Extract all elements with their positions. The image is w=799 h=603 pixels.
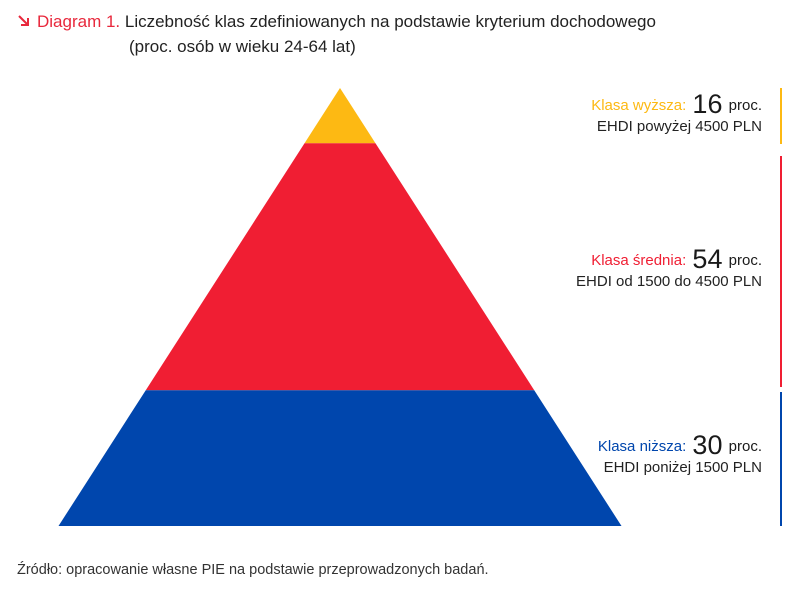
chart-header: Diagram 1. Liczebność klas zdefiniowanyc… <box>17 10 787 60</box>
legend-bar-upper <box>780 88 782 144</box>
pyramid-segment-upper <box>304 88 376 144</box>
legend-bar-middle <box>780 156 782 387</box>
diagram-label: Diagram 1. <box>37 12 121 31</box>
pyramid-segment-lower <box>58 390 622 526</box>
source-note: Źródło: opracowanie własne PIE na podsta… <box>17 562 489 578</box>
arrow-down-right-icon <box>18 15 29 27</box>
value-lower: 30 <box>692 430 723 460</box>
annotation-middle-class: Klasa średnia: 54 proc. EHDI od 1500 do … <box>576 246 762 291</box>
class-name-upper: Klasa wyższa: <box>591 97 687 114</box>
annotation-upper-class: Klasa wyższa: 16 proc. EHDI powyżej 4500… <box>591 91 762 136</box>
value-upper: 16 <box>692 89 723 119</box>
description-middle: EHDI od 1500 do 4500 PLN <box>576 273 762 290</box>
unit-upper: proc. <box>728 97 762 114</box>
class-name-lower: Klasa niższa: <box>597 438 687 455</box>
description-lower: EHDI poniżej 1500 PLN <box>603 459 762 476</box>
pyramid-segment-middle <box>145 143 535 391</box>
legend-bar-lower <box>780 392 782 526</box>
unit-lower: proc. <box>728 438 762 455</box>
class-name-middle: Klasa średnia: <box>591 252 687 269</box>
value-middle: 54 <box>692 244 723 274</box>
annotation-lower-class: Klasa niższa: 30 proc. EHDI poniżej 1500… <box>597 432 762 477</box>
chart-title: Liczebność klas zdefiniowanych na podsta… <box>124 12 656 31</box>
title-line: Diagram 1. Liczebność klas zdefiniowanyc… <box>17 10 787 34</box>
chart-subtitle: (proc. osób w wieku 24-64 lat) <box>129 37 356 56</box>
description-upper: EHDI powyżej 4500 PLN <box>596 118 762 135</box>
unit-middle: proc. <box>728 252 762 269</box>
